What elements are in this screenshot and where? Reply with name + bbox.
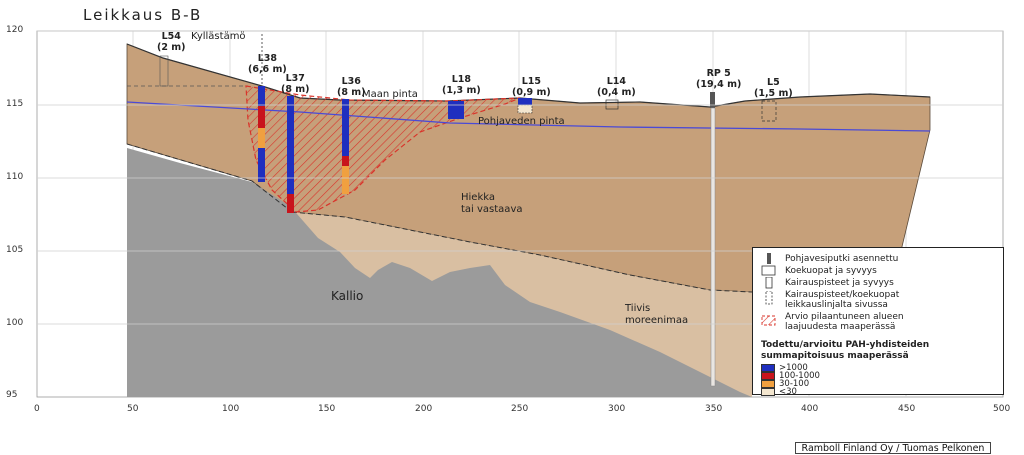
- point-rp5: RP 5 (19,4 m): [696, 68, 742, 90]
- legend-swatch-30-100: [761, 380, 775, 388]
- point-l38: L38 (6,6 m): [248, 53, 287, 75]
- point-l37: L37 (8 m): [281, 73, 310, 95]
- legend-class-100-1000: 100-1000: [779, 371, 820, 381]
- legend-pipe-icon: [767, 253, 771, 264]
- y-tick-105: 105: [6, 245, 24, 255]
- x-tick-0: 0: [34, 404, 40, 414]
- legend-swatch-gt1000: [761, 364, 775, 372]
- groundwater-line: [126, 101, 931, 132]
- sample-columns: [159, 34, 777, 387]
- sand-moraine-boundary: [291, 211, 753, 293]
- y-tick-115: 115: [6, 99, 24, 109]
- point-l14: L14 (0,4 m): [597, 76, 636, 98]
- diagram-title: Leikkaus B-B: [83, 6, 203, 24]
- x-tick-50: 50: [127, 404, 139, 414]
- x-tick-150: 150: [318, 404, 336, 414]
- x-tick-200: 200: [415, 404, 433, 414]
- legend-item-pipe: Pohjavesiputki asennettu: [785, 254, 899, 264]
- legend-class-gt1000: >1000: [779, 363, 808, 373]
- moreenimaa-label: Tiivis moreenimaa: [625, 303, 689, 326]
- y-tick-95: 95: [6, 390, 18, 400]
- legend-item-contamination-2: laajuudesta maaperässä: [785, 322, 896, 332]
- legend-offside-icon: [765, 291, 773, 305]
- pohjaveden-pinta-label: Pohjaveden pinta: [478, 116, 565, 127]
- legend-class-30-100: 30-100: [779, 379, 810, 389]
- legend-heading: Todettu/arvioitu PAH-yhdisteiden summapi…: [761, 340, 930, 361]
- y-tick-100: 100: [6, 318, 24, 328]
- bedrock-layer: [127, 148, 752, 397]
- x-tick-100: 100: [222, 404, 240, 414]
- legend-item-offside-1: Kairauspisteet/koekuopat: [785, 290, 900, 300]
- legend-item-offside-2: leikkauslinjalta sivussa: [785, 300, 888, 310]
- sand-bedrock-boundary: [126, 143, 293, 213]
- legend-drill-icon: [765, 277, 773, 289]
- maan-pinta-label: Maan pinta: [362, 89, 418, 100]
- legend-swatch-lt30: [761, 388, 775, 396]
- point-l36: L36 (8 m): [337, 76, 366, 98]
- legend-item-test-pits: Koekuopat ja syvyys: [785, 266, 877, 276]
- legend: Pohjavesiputki asennettu Koekuopat ja sy…: [752, 247, 1004, 397]
- x-tick-400: 400: [801, 404, 819, 414]
- legend-swatch-100-1000: [761, 372, 775, 380]
- x-tick-350: 350: [705, 404, 723, 414]
- y-tick-110: 110: [6, 172, 24, 182]
- x-tick-450: 450: [898, 404, 916, 414]
- legend-class-lt30: <30: [779, 387, 797, 397]
- point-l5: L5 (1,5 m): [754, 77, 793, 99]
- x-tick-300: 300: [608, 404, 626, 414]
- credit-box: Ramboll Finland Oy / Tuomas Pelkonen: [795, 442, 991, 454]
- legend-item-contamination-1: Arvio pilaantuneen alueen: [785, 312, 904, 322]
- kallio-label: Kallio: [331, 289, 364, 303]
- y-tick-120: 120: [6, 25, 24, 35]
- legend-test-pit-icon: [761, 265, 776, 276]
- legend-item-drill: Kairauspisteet ja syvyys: [785, 278, 894, 288]
- x-tick-250: 250: [511, 404, 529, 414]
- ground-surface-line: [126, 43, 931, 108]
- point-l18: L18 (1,3 m): [442, 74, 481, 96]
- kyllastamo-label: Kyllästämö: [191, 31, 246, 42]
- point-l54: L54 (2 m): [157, 31, 186, 53]
- hiekka-label: Hiekka tai vastaava: [461, 192, 523, 215]
- legend-contamination-icon: [761, 315, 776, 326]
- point-l15: L15 (0,9 m): [512, 76, 551, 98]
- x-tick-500: 500: [993, 404, 1011, 414]
